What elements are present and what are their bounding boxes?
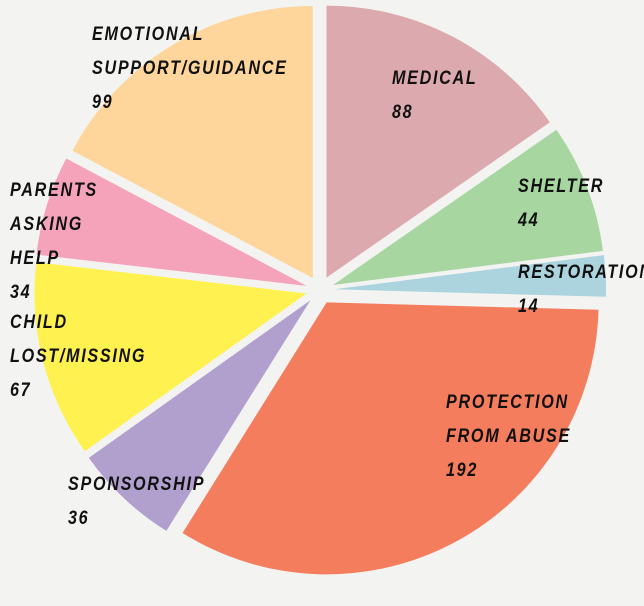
label-category: PARENTS ASKING HELP [10, 180, 98, 269]
label-category: SHELTER [518, 176, 605, 197]
label-value: 99 [92, 92, 114, 113]
pie-slice [72, 6, 313, 279]
slice-label: CHILD LOST/MISSING 67 [10, 306, 147, 408]
label-category: CHILD LOST/MISSING [10, 312, 147, 367]
label-value: 192 [446, 460, 479, 481]
pie-slice [182, 302, 599, 575]
pie-slice [36, 158, 307, 286]
label-category: RESTORATION [518, 262, 644, 283]
slice-label: EMOTIONAL SUPPORT/GUIDANCE 99 [92, 18, 288, 120]
pie-slice [326, 5, 550, 278]
label-category: EMOTIONAL SUPPORT/GUIDANCE [92, 24, 288, 79]
pie-slice [34, 262, 307, 452]
pie-slice [333, 129, 603, 285]
slice-label: SPONSORSHIP 36 [68, 468, 204, 536]
pie-slice [88, 300, 311, 531]
label-value: 67 [10, 380, 32, 401]
label-category: PROTECTION FROM ABUSE [446, 392, 571, 447]
slice-label: MEDICAL 88 [392, 62, 494, 130]
label-value: 88 [392, 102, 414, 123]
label-value: 14 [518, 296, 540, 317]
pie-slice [333, 255, 606, 297]
label-category: MEDICAL [392, 68, 478, 89]
slice-label: SHELTER 44 [518, 170, 612, 238]
slice-label: PROTECTION FROM ABUSE 192 [446, 386, 574, 488]
label-category: SPONSORSHIP [68, 474, 206, 495]
slice-label: RESTORATION 14 [518, 256, 644, 324]
label-value: 34 [10, 282, 32, 303]
label-value: 44 [518, 210, 540, 231]
label-value: 36 [68, 508, 90, 529]
slice-label: PARENTS ASKING HELP 34 [10, 174, 121, 310]
